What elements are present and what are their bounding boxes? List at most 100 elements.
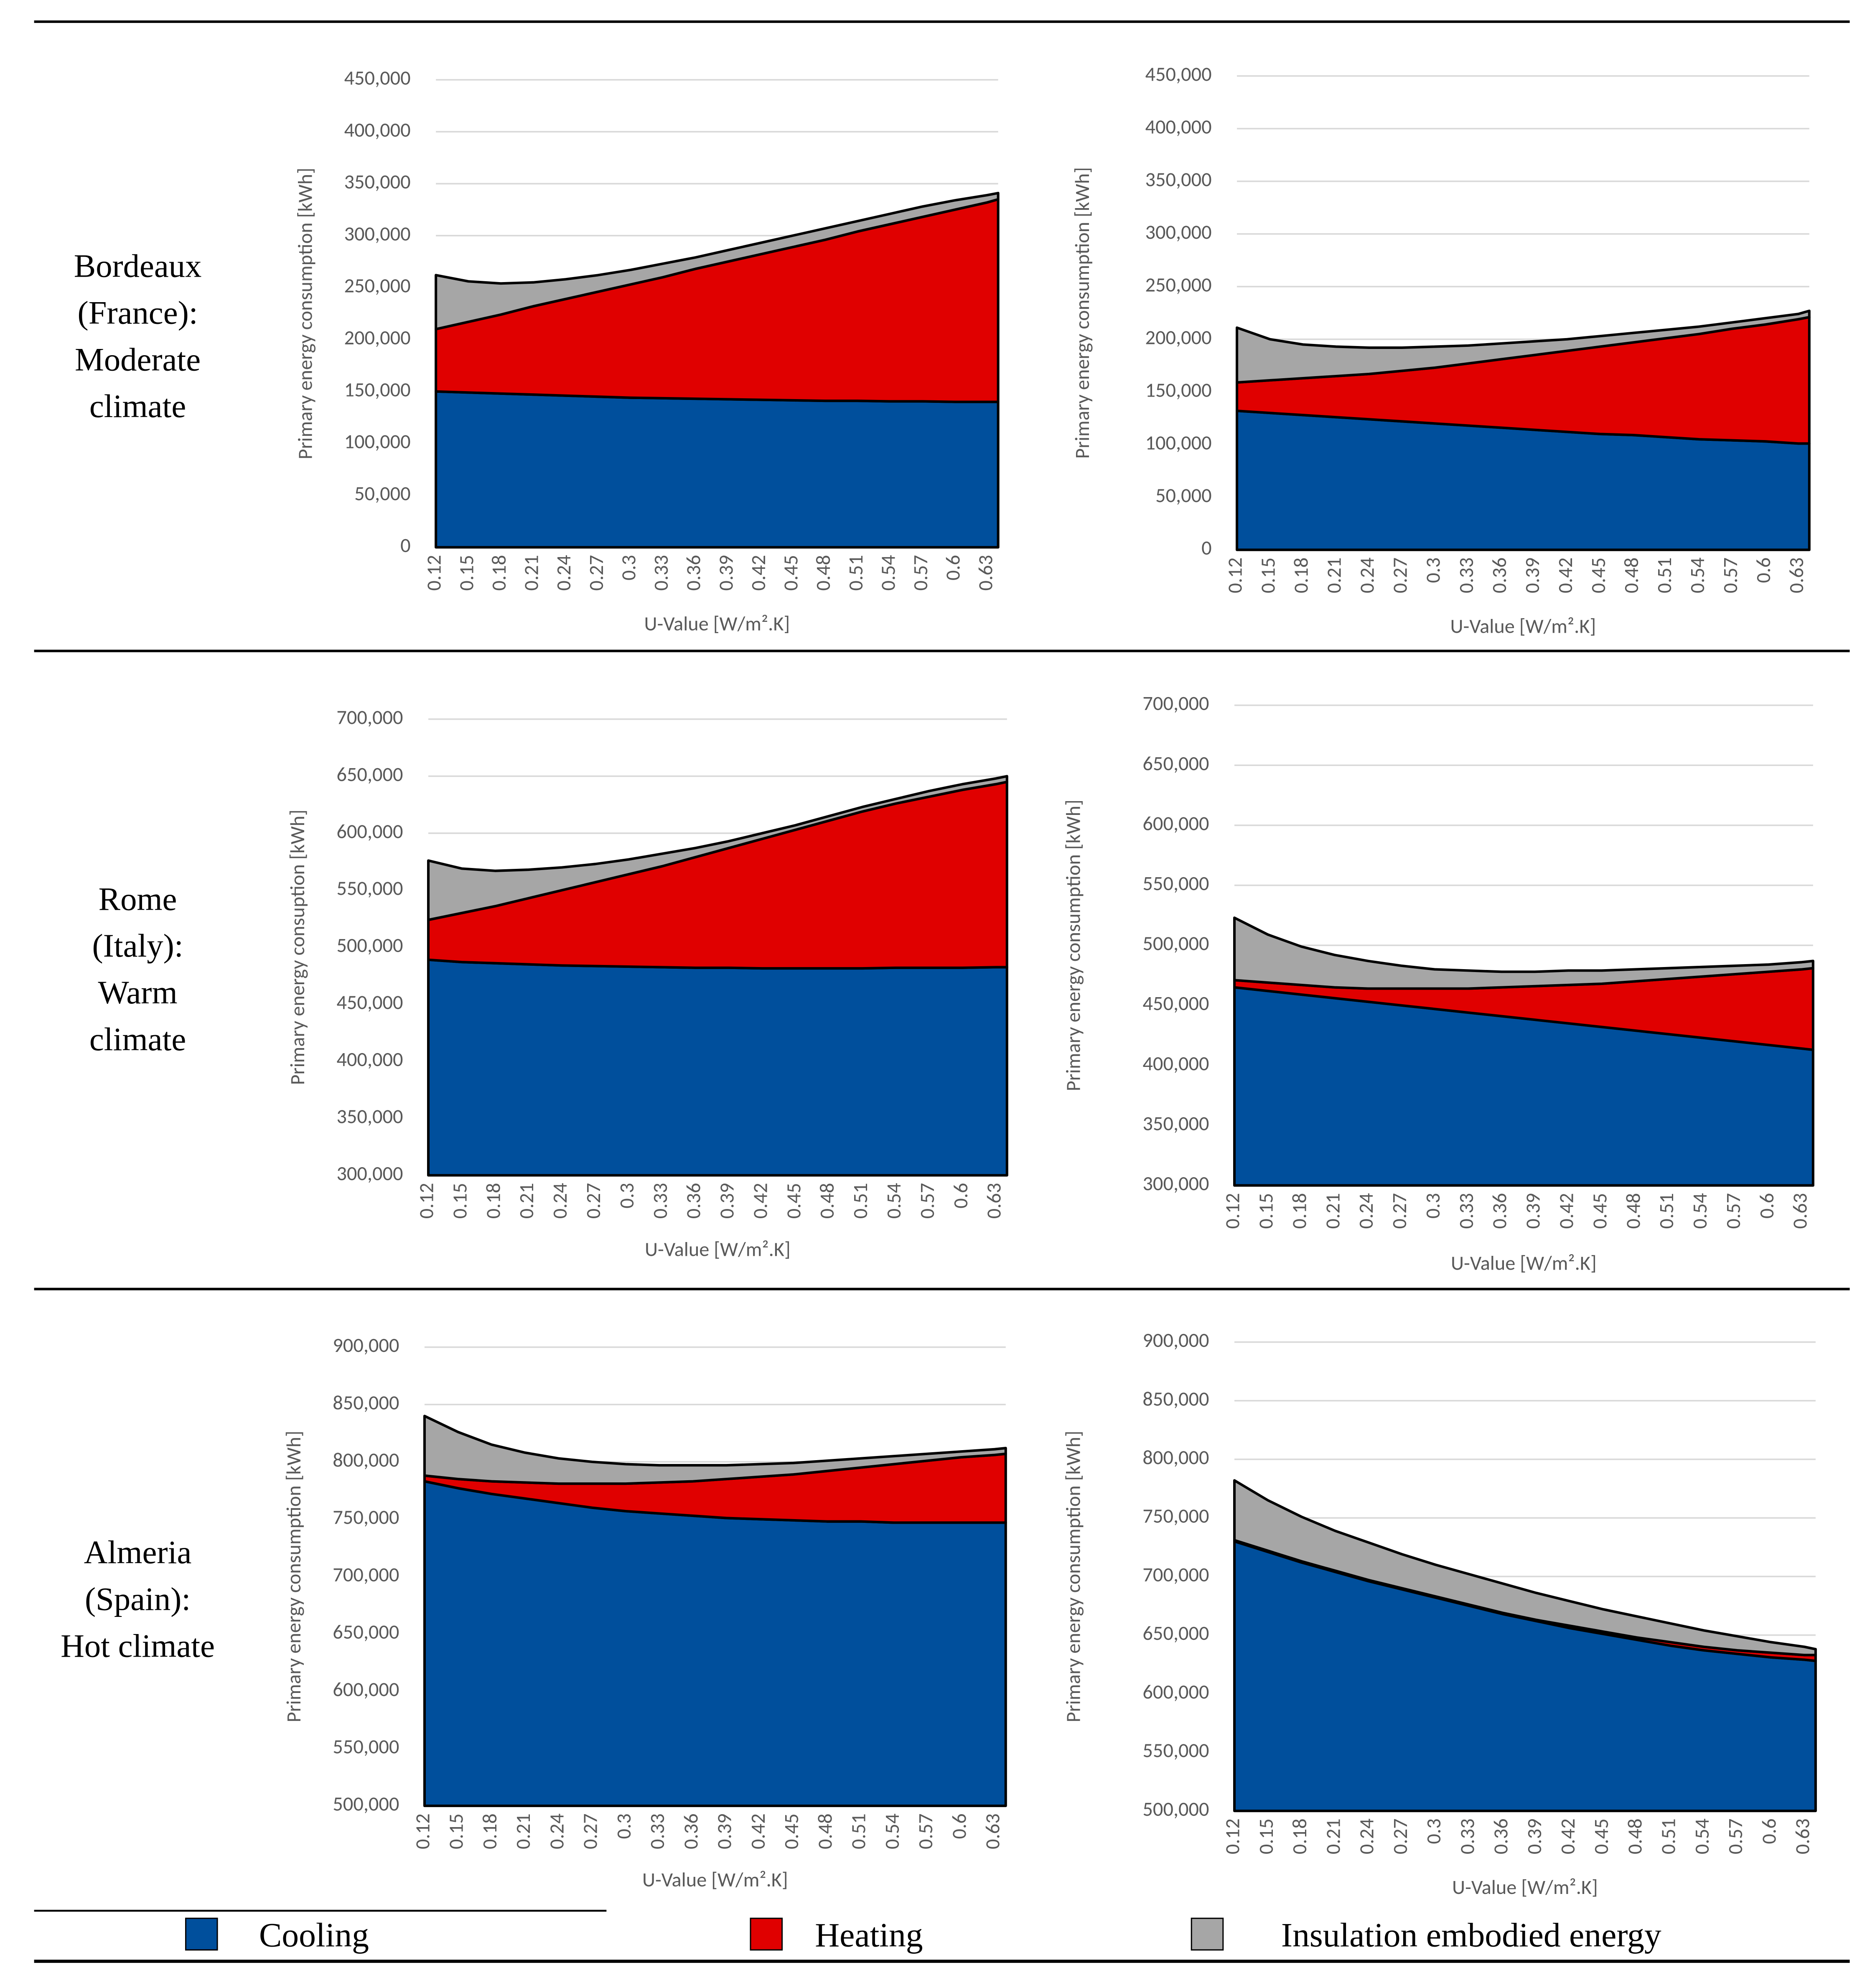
x-tick-label: 0.45 (778, 555, 803, 591)
y-tick-label: 450,000 (336, 990, 403, 1015)
x-tick-label: 0.39 (1522, 1818, 1547, 1854)
y-tick-label: 750,000 (333, 1505, 399, 1530)
x-tick-label: 0.48 (814, 1183, 839, 1219)
y-tick-label: 500,000 (336, 933, 403, 957)
x-tick-label: 0.21 (1322, 557, 1346, 593)
y-tick-label: 600,000 (336, 819, 403, 843)
x-tick-label: 0.57 (915, 1183, 939, 1219)
x-tick-label: 0.6 (1754, 1193, 1779, 1219)
x-tick-label: 0.54 (881, 1183, 906, 1219)
x-tick-label: 0.15 (444, 1813, 468, 1849)
x-axis-title: U-Value [W/m².K] (1450, 614, 1596, 639)
x-tick-label: 0.45 (1587, 1193, 1612, 1229)
x-tick-label: 0.27 (581, 1183, 605, 1219)
x-tick-label: 0.6 (946, 1813, 971, 1839)
x-tick-label: 0.24 (1354, 1818, 1379, 1854)
y-axis-title: Primary energy consuption [kWh] (285, 809, 310, 1085)
y-tick-label: 450,000 (1142, 991, 1209, 1016)
x-tick-label: 0.45 (779, 1813, 804, 1849)
row-label: Warm (98, 975, 178, 1011)
x-tick-label: 0.27 (1388, 1818, 1412, 1854)
x-tick-label: 0.21 (1320, 1193, 1345, 1229)
y-tick-label: 650,000 (1142, 751, 1209, 776)
x-tick-label: 0.51 (1652, 557, 1677, 593)
x-tick-label: 0.12 (414, 1183, 439, 1219)
x-tick-label: 0.15 (1254, 1818, 1278, 1854)
y-tick-label: 100,000 (1145, 430, 1211, 455)
row-label: Almeria (84, 1535, 192, 1571)
x-tick-label: 0.21 (511, 1813, 535, 1849)
x-tick-label: 0.45 (1586, 557, 1610, 593)
x-tick-label: 0.51 (846, 1813, 871, 1849)
y-tick-label: 350,000 (344, 169, 411, 194)
x-tick-label: 0.3 (1420, 1193, 1445, 1219)
x-tick-label: 0.42 (1553, 557, 1577, 593)
y-tick-label: 700,000 (1142, 691, 1209, 715)
area (435, 390, 1000, 549)
x-tick-label: 0.57 (913, 1813, 938, 1849)
y-tick-label: 0 (1201, 535, 1212, 560)
x-tick-label: 0.42 (1555, 1818, 1580, 1854)
y-tick-label: 250,000 (1145, 272, 1211, 297)
x-tick-label: 0.54 (1689, 1818, 1714, 1854)
y-tick-label: 350,000 (1145, 167, 1211, 191)
area (423, 1480, 1007, 1807)
x-tick-label: 0.33 (1454, 1193, 1478, 1229)
y-tick-label: 400,000 (1142, 1051, 1209, 1076)
x-axis-title: U-Value [W/m².K] (1452, 1875, 1598, 1899)
row-label: climate (89, 388, 186, 425)
x-tick-label: 0.3 (1421, 1818, 1446, 1844)
x-tick-label: 0.3 (611, 1813, 636, 1839)
x-tick-label: 0.12 (1223, 557, 1247, 593)
x-tick-label: 0.27 (1387, 1193, 1412, 1229)
x-tick-label: 0.18 (1287, 1818, 1312, 1854)
x-tick-label: 0.63 (973, 555, 997, 591)
legend-label: Insulation embodied energy (1281, 1916, 1661, 1954)
x-tick-label: 0.18 (1289, 557, 1313, 593)
x-tick-label: 0.3 (616, 555, 641, 580)
y-tick-label: 600,000 (1142, 811, 1209, 835)
y-tick-label: 350,000 (1142, 1111, 1209, 1135)
x-tick-label: 0.36 (681, 555, 706, 591)
y-tick-label: 800,000 (1142, 1445, 1209, 1469)
y-tick-label: 50,000 (1155, 483, 1212, 507)
row-label: (France): (78, 295, 198, 331)
row-label: Moderate (75, 341, 201, 378)
legend-label: Heating (815, 1916, 923, 1954)
x-tick-label: 0.48 (812, 1813, 837, 1849)
x-tick-label: 0.6 (1756, 1818, 1781, 1844)
area (427, 958, 1008, 1177)
y-tick-label: 700,000 (333, 1562, 399, 1587)
x-tick-label: 0.51 (1656, 1818, 1681, 1854)
x-tick-label: 0.42 (746, 555, 771, 591)
row-label: Hot climate (61, 1628, 215, 1664)
x-tick-label: 0.27 (1388, 557, 1412, 593)
x-tick-label: 0.33 (645, 1813, 669, 1849)
x-tick-label: 0.15 (1256, 557, 1280, 593)
y-tick-label: 300,000 (1142, 1171, 1209, 1196)
x-tick-label: 0.33 (1454, 557, 1478, 593)
y-tick-label: 550,000 (333, 1734, 399, 1759)
x-tick-label: 0.24 (1353, 1193, 1378, 1229)
x-tick-label: 0.36 (1487, 557, 1511, 593)
x-tick-label: 0.63 (980, 1813, 1005, 1849)
y-tick-label: 800,000 (333, 1448, 399, 1472)
area (423, 1415, 1007, 1485)
y-tick-label: 650,000 (336, 762, 403, 787)
x-tick-label: 0.24 (544, 1813, 569, 1849)
x-tick-label: 0.42 (1554, 1193, 1579, 1229)
x-tick-label: 0.21 (519, 555, 544, 591)
x-tick-label: 0.42 (748, 1183, 772, 1219)
area (427, 775, 1008, 921)
x-tick-label: 0.18 (481, 1183, 505, 1219)
x-tick-label: 0.12 (422, 555, 446, 591)
y-tick-label: 400,000 (1145, 114, 1211, 139)
legend-label: Cooling (259, 1916, 369, 1954)
y-tick-label: 750,000 (1142, 1504, 1209, 1528)
x-tick-label: 0.12 (410, 1813, 435, 1849)
x-tick-label: 0.45 (1589, 1818, 1613, 1854)
x-axis-title: U-Value [W/m².K] (644, 611, 790, 636)
y-tick-label: 0 (400, 533, 411, 557)
y-tick-label: 450,000 (344, 65, 411, 90)
row-label: (Spain): (85, 1581, 191, 1617)
